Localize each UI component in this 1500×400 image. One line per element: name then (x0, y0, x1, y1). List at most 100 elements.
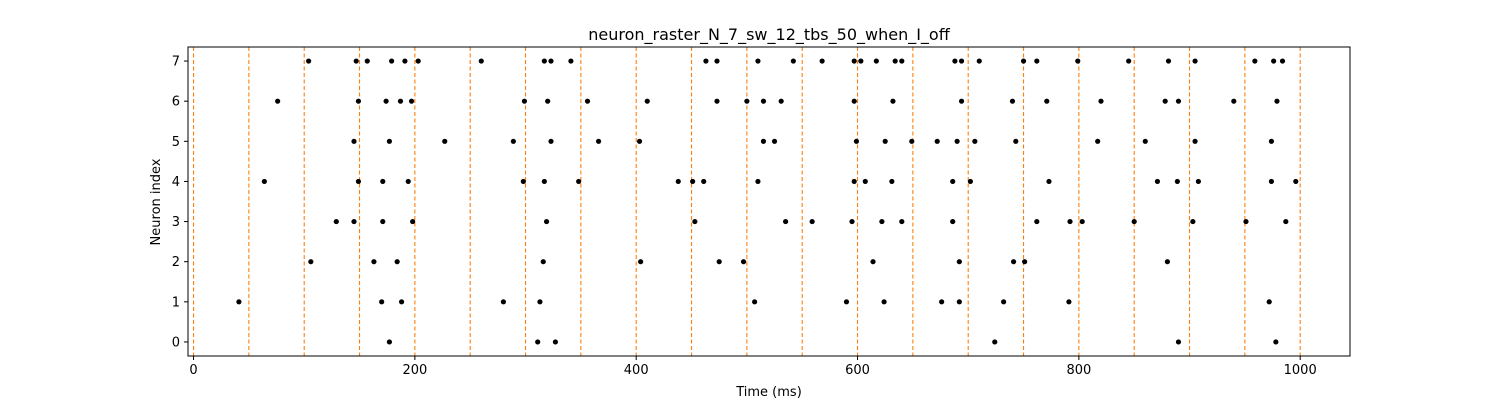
spike-point (1162, 98, 1168, 104)
spike-point (851, 178, 857, 185)
spike-point (1066, 299, 1072, 305)
spike-point (690, 178, 696, 185)
spike-point (510, 138, 516, 144)
spike-point (851, 98, 857, 104)
spike-point (351, 138, 357, 144)
spike-point (1044, 98, 1050, 104)
spike-point (386, 138, 393, 144)
spike-point (853, 138, 860, 144)
spike-point (397, 98, 404, 104)
spike-point (500, 299, 506, 305)
spike-point (308, 259, 314, 265)
spike-point (1010, 259, 1017, 265)
spike-point (1142, 138, 1148, 144)
x-tick-label: 1000 (1284, 363, 1317, 378)
spike-point (1013, 138, 1019, 144)
spike-point (576, 178, 582, 185)
spike-point (954, 138, 960, 144)
x-axis-label: Time (ms) (735, 385, 802, 400)
spike-point (890, 98, 896, 104)
plot-area: 0 200 400 600 800 1000 0 1 2 3 4 5 6 7 (172, 46, 1351, 378)
spike-point (967, 178, 974, 185)
spike-point (442, 138, 448, 144)
spike-point (537, 299, 543, 305)
spike-point (543, 218, 550, 225)
spike-point (692, 218, 698, 225)
spike-point (958, 58, 965, 64)
spike-point (1126, 58, 1132, 64)
spike-point (950, 218, 956, 225)
y-tick-label: 7 (172, 55, 180, 70)
spike-point (1131, 218, 1137, 225)
spike-point (402, 58, 408, 64)
spike-point (1175, 339, 1182, 345)
spike-point (882, 138, 888, 144)
y-tick-label: 3 (172, 215, 180, 230)
spike-point (236, 299, 242, 305)
y-tick-label: 0 (172, 335, 180, 350)
spike-point (870, 259, 876, 265)
spike-point (1165, 58, 1172, 64)
spike-point (355, 178, 362, 185)
spike-point (351, 218, 357, 225)
x-tick-label: 200 (402, 363, 427, 378)
spike-point (1020, 58, 1027, 64)
spike-point (819, 58, 825, 64)
spike-point (568, 58, 574, 64)
spike-point (771, 138, 778, 144)
spike-point (778, 98, 784, 104)
spike-point (858, 58, 864, 64)
spike-point (892, 58, 898, 64)
x-tick-label: 400 (624, 363, 649, 378)
spike-point (520, 178, 526, 185)
spike-point (939, 299, 945, 305)
spike-point (383, 98, 389, 104)
y-tick-label: 1 (172, 295, 180, 310)
spike-point (398, 299, 405, 305)
spike-point (521, 98, 528, 104)
spike-point (548, 58, 554, 64)
spike-point (1252, 58, 1258, 64)
y-tick-label: 6 (172, 95, 180, 110)
spike-point (972, 138, 978, 144)
spike-point (415, 58, 421, 64)
spike-point (364, 58, 370, 64)
spike-point (714, 58, 720, 64)
spike-point (755, 58, 761, 64)
spike-point (595, 138, 602, 144)
spike-point (716, 259, 722, 265)
spike-point (703, 58, 709, 64)
spike-point (1273, 339, 1279, 345)
spike-point (644, 98, 650, 104)
spike-point (1098, 98, 1104, 104)
spike-point (1243, 218, 1249, 225)
spike-point (862, 178, 868, 185)
spike-point (1231, 98, 1237, 104)
spike-point (744, 98, 750, 104)
spike-point (333, 218, 339, 225)
spike-point (1046, 178, 1052, 185)
x-tick-label: 0 (189, 363, 197, 378)
spike-point (1079, 218, 1085, 225)
spike-point (541, 58, 547, 64)
spike-point (389, 58, 395, 64)
spike-point (790, 58, 796, 64)
spike-point (1192, 58, 1198, 64)
spike-point (1034, 58, 1040, 64)
spike-point (408, 98, 415, 104)
spike-point (1067, 218, 1073, 225)
spike-point (584, 98, 591, 104)
spike-point (755, 178, 761, 185)
spike-point (952, 58, 958, 64)
spike-point (1268, 178, 1275, 185)
spike-point (405, 178, 411, 185)
spike-point (1190, 218, 1196, 225)
spike-point (410, 218, 416, 225)
spike-point (809, 218, 815, 225)
spike-point (909, 138, 915, 144)
spike-point (636, 138, 643, 144)
spike-point (552, 339, 559, 345)
spike-point (1034, 218, 1040, 225)
spike-point (1009, 98, 1016, 104)
spike-point (849, 218, 855, 225)
